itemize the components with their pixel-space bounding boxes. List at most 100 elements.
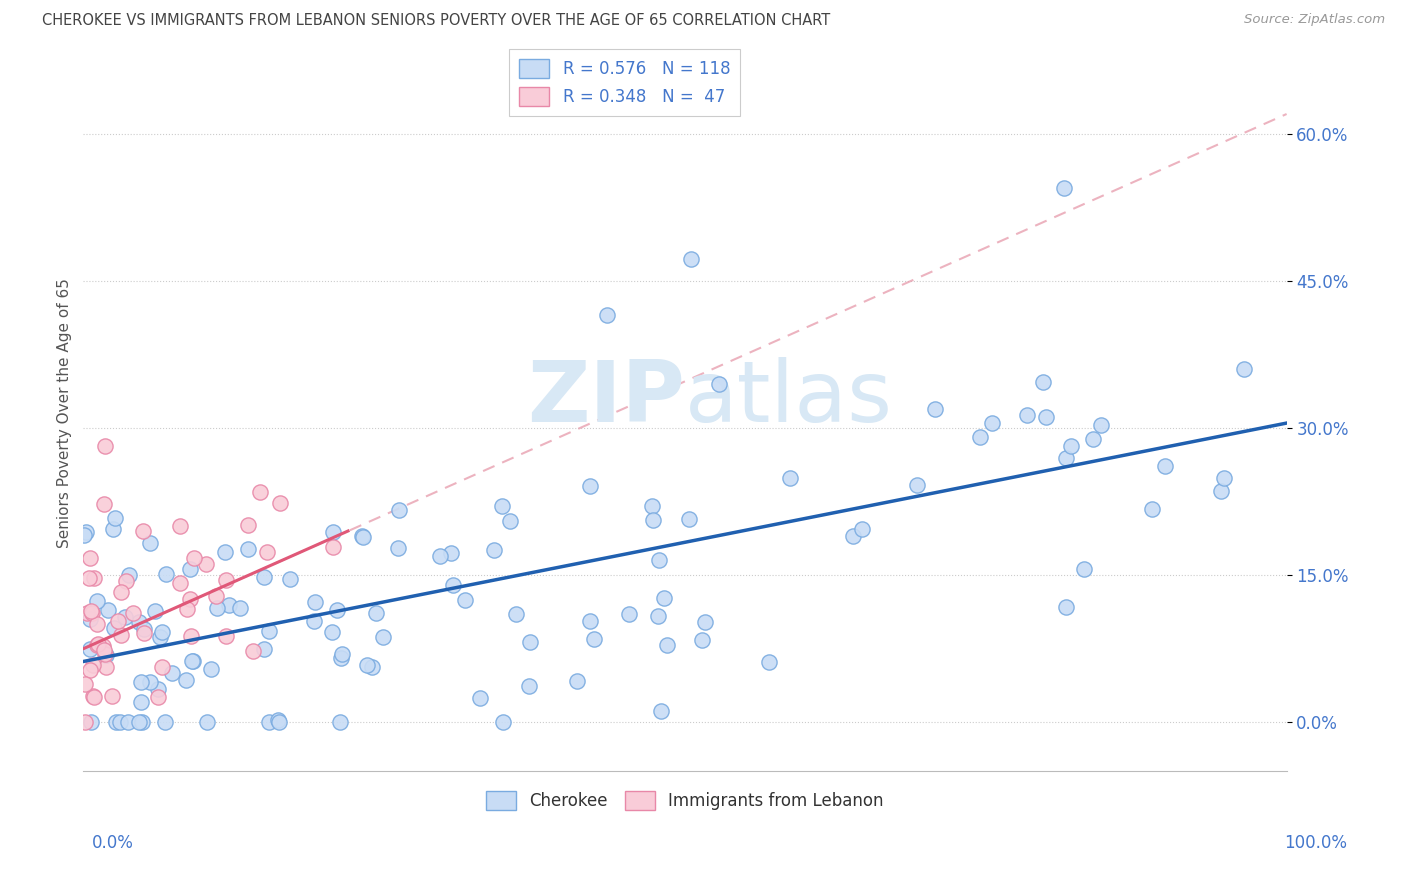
Point	[924, 402, 946, 417]
Point	[103, 522, 125, 536]
Point	[204, 589, 226, 603]
Point	[1059, 439, 1081, 453]
Point	[647, 609, 669, 624]
Point	[146, 681, 169, 696]
Point	[118, 567, 141, 582]
Point	[655, 638, 678, 652]
Point	[77, 571, 100, 585]
Point	[148, 690, 170, 705]
Point	[695, 615, 717, 629]
Point	[1212, 471, 1234, 485]
Point	[195, 715, 218, 730]
Point	[454, 593, 477, 607]
Point	[1153, 459, 1175, 474]
Point	[104, 511, 127, 525]
Point	[229, 601, 252, 615]
Point	[440, 546, 463, 560]
Point	[256, 545, 278, 559]
Point	[332, 647, 354, 661]
Point	[679, 252, 702, 267]
Point	[1073, 562, 1095, 576]
Point	[143, 604, 166, 618]
Point	[678, 512, 700, 526]
Point	[83, 690, 105, 705]
Point	[388, 503, 411, 517]
Point	[779, 471, 801, 485]
Point	[86, 638, 108, 652]
Point	[80, 715, 103, 730]
Point	[969, 430, 991, 444]
Point	[491, 500, 513, 514]
Point	[517, 679, 540, 693]
Point	[180, 629, 202, 643]
Point	[218, 598, 240, 612]
Point	[842, 528, 865, 542]
Point	[169, 576, 191, 591]
Point	[641, 499, 664, 513]
Point	[73, 715, 96, 730]
Point	[1233, 362, 1256, 376]
Point	[429, 549, 451, 563]
Point	[304, 595, 326, 609]
Point	[1053, 180, 1076, 194]
Point	[707, 376, 730, 391]
Point	[253, 570, 276, 584]
Point	[1209, 484, 1232, 499]
Point	[93, 647, 115, 661]
Point	[596, 308, 619, 322]
Point	[101, 690, 124, 704]
Point	[150, 624, 173, 639]
Point	[578, 615, 600, 629]
Point	[179, 592, 201, 607]
Point	[139, 536, 162, 550]
Point	[441, 578, 464, 592]
Point	[236, 542, 259, 557]
Point	[758, 655, 780, 669]
Point	[215, 574, 238, 588]
Point	[1081, 433, 1104, 447]
Point	[200, 662, 222, 676]
Point	[482, 542, 505, 557]
Point	[350, 529, 373, 543]
Point	[361, 659, 384, 673]
Point	[181, 654, 204, 668]
Point	[80, 604, 103, 618]
Point	[322, 524, 344, 539]
Text: CHEROKEE VS IMMIGRANTS FROM LEBANON SENIORS POVERTY OVER THE AGE OF 65 CORRELATI: CHEROKEE VS IMMIGRANTS FROM LEBANON SENI…	[42, 13, 831, 29]
Point	[329, 715, 352, 730]
Point	[519, 635, 541, 649]
Y-axis label: Seniors Poverty Over the Age of 65: Seniors Poverty Over the Age of 65	[58, 278, 72, 549]
Point	[1056, 600, 1078, 615]
Point	[1035, 409, 1057, 424]
Point	[131, 695, 153, 709]
Point	[278, 572, 301, 586]
Point	[242, 644, 264, 658]
Point	[75, 525, 97, 540]
Point	[648, 553, 671, 567]
Point	[1032, 375, 1054, 389]
Point	[73, 676, 96, 690]
Point	[131, 715, 153, 730]
Text: atlas: atlas	[685, 358, 893, 441]
Point	[617, 607, 640, 621]
Point	[257, 715, 280, 730]
Point	[214, 544, 236, 558]
Point	[79, 611, 101, 625]
Point	[582, 632, 605, 647]
Point	[179, 562, 201, 576]
Point	[91, 639, 114, 653]
Point	[117, 715, 139, 730]
Point	[139, 675, 162, 690]
Point	[905, 478, 928, 492]
Point	[470, 690, 492, 705]
Point	[79, 551, 101, 566]
Point	[132, 625, 155, 640]
Point	[499, 514, 522, 528]
Point	[83, 571, 105, 585]
Point	[79, 663, 101, 677]
Point	[195, 557, 218, 571]
Point	[180, 654, 202, 668]
Point	[160, 665, 183, 680]
Point	[103, 621, 125, 635]
Point	[1090, 417, 1112, 432]
